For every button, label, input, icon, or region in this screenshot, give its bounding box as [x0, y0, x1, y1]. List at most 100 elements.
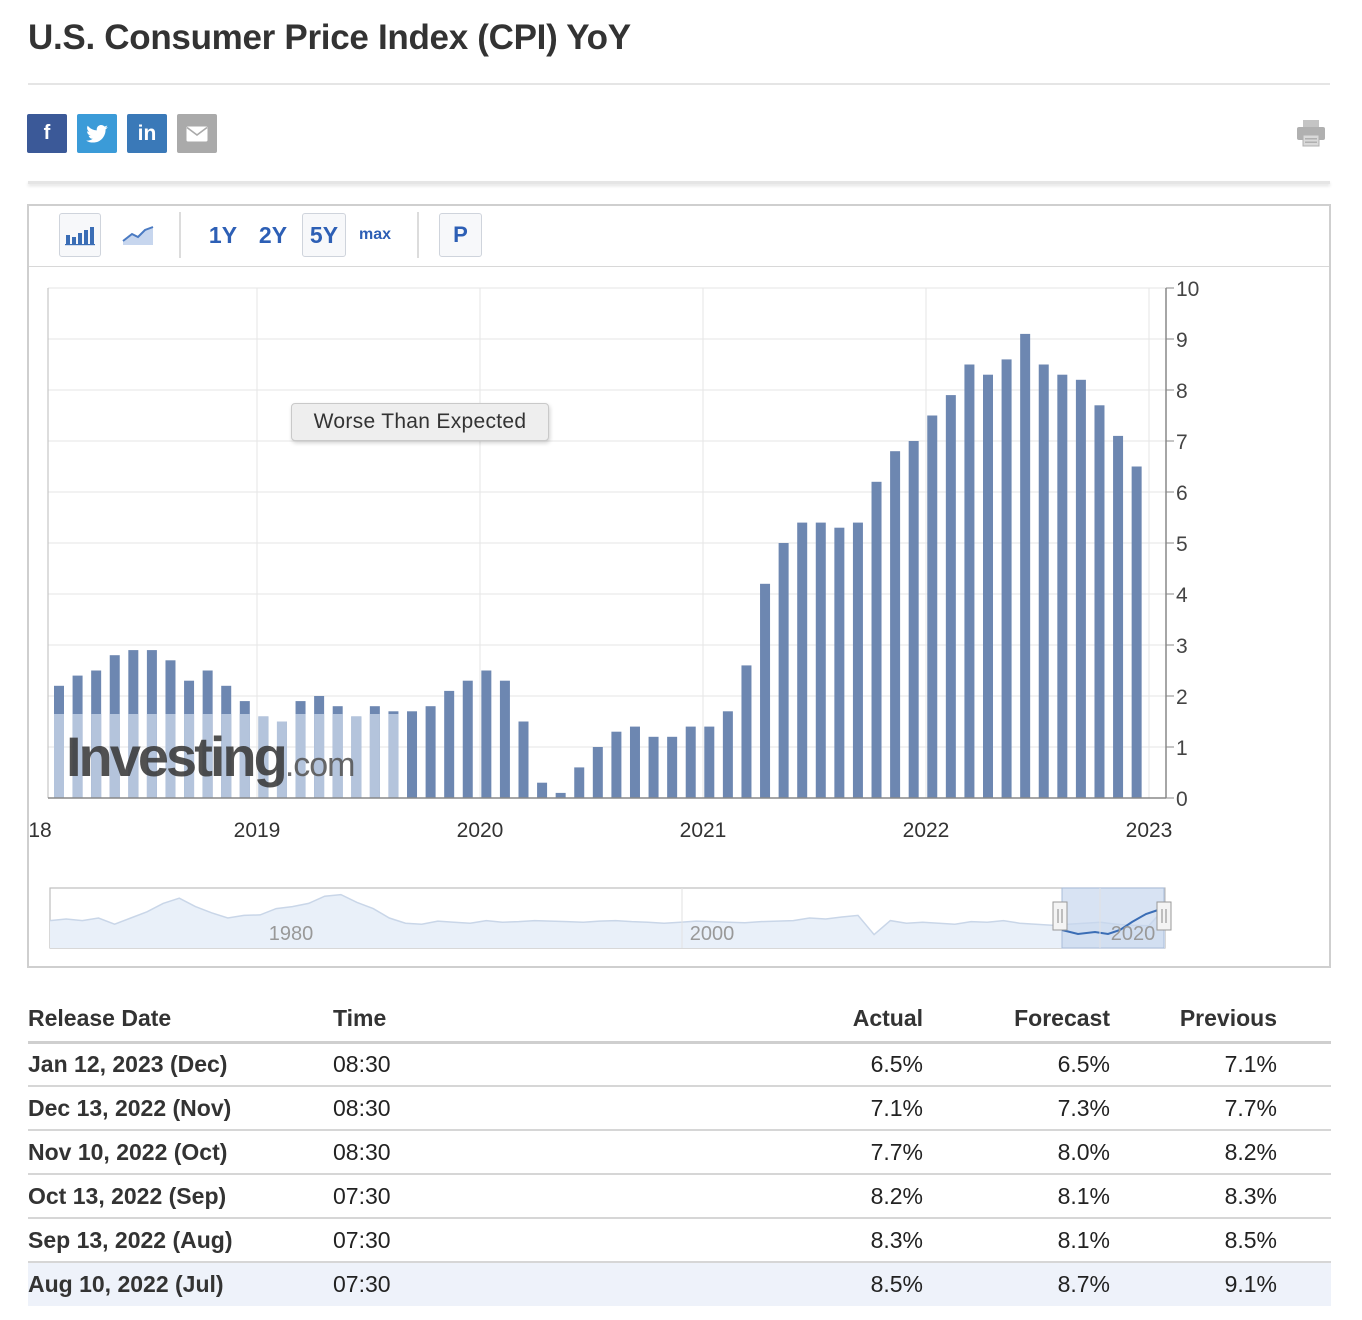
chart-bar — [983, 374, 993, 798]
release-date-cell: Dec 13, 2022 (Nov) — [28, 1086, 333, 1131]
watermark-brand: Investing — [66, 725, 288, 788]
chart-bar-faded — [146, 714, 157, 798]
previous-cell: 8.5% — [1110, 1218, 1277, 1263]
chart-bar — [555, 792, 566, 798]
chart-bar — [871, 481, 882, 798]
navigator-tick-label: 1980 — [269, 923, 314, 945]
y-tick-label: 9 — [1176, 329, 1188, 352]
chart-bar — [648, 736, 659, 798]
x-tick-label: 2022 — [903, 819, 950, 842]
bar-chart-icon — [65, 227, 95, 246]
release-history-table: Release Date Time Actual Forecast Previo… — [28, 996, 1331, 1306]
chart-bar — [1020, 333, 1031, 798]
navigator-tick-label: 2020 — [1111, 923, 1156, 945]
chart-bar — [667, 736, 678, 798]
chart-bar — [890, 451, 901, 798]
chart-bar — [1094, 405, 1105, 798]
chart-bar — [797, 522, 808, 798]
chart-bar — [499, 680, 510, 798]
range-1y-button[interactable]: 1Y — [208, 221, 238, 248]
navigator-handle — [1052, 901, 1068, 931]
chart-bar — [444, 690, 455, 798]
forecast-cell: 7.3% — [923, 1086, 1110, 1131]
investing-watermark: Investing.com — [66, 724, 356, 789]
forecast-cell: 8.7% — [923, 1262, 1110, 1306]
y-tick-label: 10 — [1176, 278, 1199, 301]
y-tick-label: 4 — [1176, 584, 1188, 607]
actual-cell: 7.1% — [663, 1086, 923, 1131]
watermark-suffix: .com — [284, 746, 356, 784]
chart-bar — [908, 441, 919, 798]
print-icon[interactable] — [1295, 117, 1327, 149]
table-row: Nov 10, 2022 (Oct) 08:30 7.7% 8.0% 8.2% — [28, 1130, 1331, 1175]
actual-cell: 8.2% — [663, 1174, 923, 1219]
chart-tooltip: Worse Than Expected — [291, 403, 549, 441]
row-spacer — [1277, 1086, 1331, 1131]
chart-bar-faded — [239, 714, 250, 798]
time-cell: 08:30 — [333, 1042, 663, 1087]
forecast-cell: 8.1% — [923, 1218, 1110, 1263]
chart-bar-faded — [202, 714, 213, 798]
chart-bar — [834, 527, 845, 798]
row-spacer — [1277, 1218, 1331, 1263]
line-chart-icon — [122, 226, 154, 245]
chart-bar — [704, 726, 715, 798]
forecast-cell: 6.5% — [923, 1042, 1110, 1087]
header-release-date[interactable]: Release Date — [28, 996, 333, 1044]
header-previous[interactable]: Previous — [1110, 996, 1277, 1044]
previous-cell: 8.2% — [1110, 1130, 1277, 1175]
header-time[interactable]: Time — [333, 996, 663, 1044]
chart-bar — [852, 522, 863, 798]
previous-cell: 7.7% — [1110, 1086, 1277, 1131]
chart-bar-faded — [54, 714, 64, 798]
toolbar-separator — [179, 212, 181, 258]
actual-cell: 8.3% — [663, 1218, 923, 1263]
time-cell: 08:30 — [333, 1086, 663, 1131]
twitter-share-button[interactable] — [77, 114, 117, 153]
header-actual[interactable]: Actual — [663, 996, 923, 1044]
twitter-icon — [86, 124, 108, 143]
chart-bar — [518, 721, 529, 798]
row-spacer — [1277, 1174, 1331, 1219]
range-5y-button[interactable]: 5Y — [302, 213, 346, 257]
release-date-cell: Nov 10, 2022 (Oct) — [28, 1130, 333, 1175]
p-button[interactable]: P — [439, 213, 482, 257]
header-spacer — [1277, 996, 1331, 1044]
y-tick-label: 5 — [1176, 533, 1188, 556]
chart-bar-faded — [332, 714, 343, 798]
y-tick-label: 0 — [1176, 788, 1188, 811]
y-tick-label: 1 — [1176, 737, 1188, 760]
actual-cell: 6.5% — [663, 1042, 923, 1087]
previous-cell: 7.1% — [1110, 1042, 1277, 1087]
chart-bar — [425, 706, 436, 798]
chart-bar-faded — [72, 714, 83, 798]
linkedin-share-button[interactable]: in — [127, 114, 167, 153]
header-forecast[interactable]: Forecast — [923, 996, 1110, 1044]
chart-bar — [1001, 359, 1012, 798]
x-tick-label: 2021 — [680, 819, 727, 842]
actual-cell: 8.5% — [663, 1262, 923, 1306]
navigator-line — [49, 893, 1166, 936]
range-max-button[interactable]: max — [358, 226, 392, 243]
email-share-button[interactable] — [177, 114, 217, 153]
facebook-share-button[interactable]: f — [27, 114, 67, 153]
y-tick-label: 7 — [1176, 431, 1188, 454]
row-spacer — [1277, 1262, 1331, 1306]
forecast-cell: 8.0% — [923, 1130, 1110, 1175]
chart-bar — [1038, 364, 1049, 798]
previous-cell: 8.3% — [1110, 1174, 1277, 1219]
chart-bar — [1113, 435, 1124, 798]
chart-bar-faded — [184, 714, 195, 798]
chart-bar-faded — [351, 716, 362, 798]
time-cell: 08:30 — [333, 1130, 663, 1175]
table-row: Sep 13, 2022 (Aug) 07:30 8.3% 8.1% 8.5% — [28, 1218, 1331, 1263]
actual-cell: 7.7% — [663, 1130, 923, 1175]
time-cell: 07:30 — [333, 1262, 663, 1306]
range-2y-button[interactable]: 2Y — [258, 221, 288, 248]
title-divider — [28, 83, 1330, 85]
bar-chart-button[interactable] — [59, 213, 101, 257]
toolbar-divider — [29, 266, 1329, 267]
chart-bar-faded — [295, 714, 306, 798]
line-chart-button[interactable] — [116, 213, 160, 257]
